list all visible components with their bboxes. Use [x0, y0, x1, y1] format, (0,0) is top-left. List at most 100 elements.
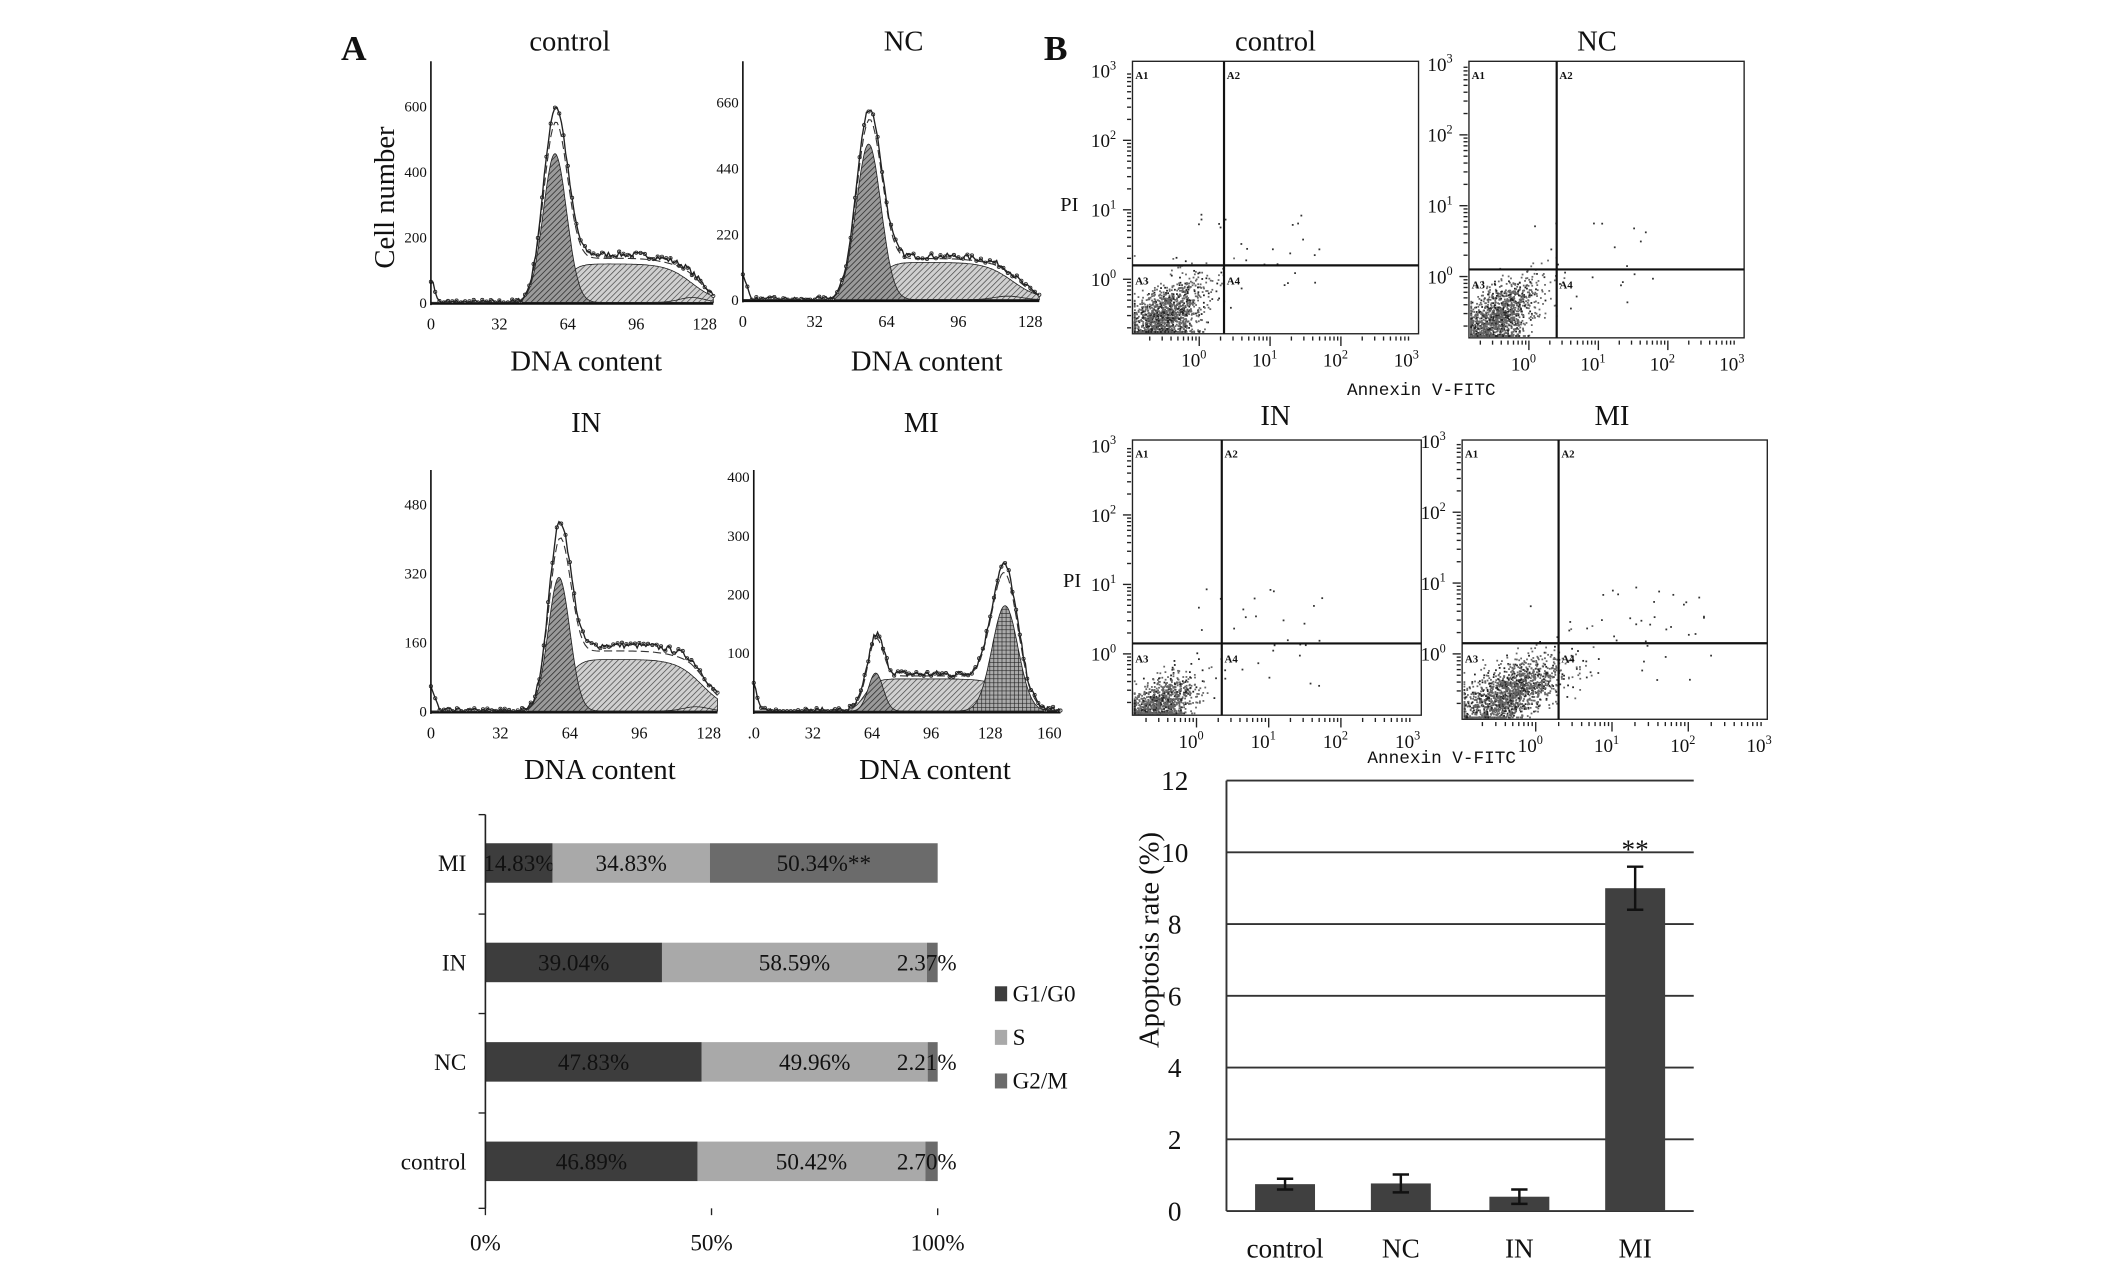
event-dot [1198, 606, 1200, 609]
event-dot [1162, 311, 1164, 314]
y-tick-label: 100 [1091, 642, 1116, 666]
event-dot [1536, 295, 1538, 297]
event-dot [1485, 699, 1488, 702]
event-dot [1133, 705, 1136, 708]
event-dot [1157, 702, 1160, 705]
event-dot [1163, 710, 1165, 713]
event-dot [1481, 306, 1484, 308]
event-dot [1512, 292, 1515, 294]
event-dot [1508, 296, 1511, 299]
event-dot [1470, 317, 1473, 320]
event-dot [1158, 319, 1160, 321]
event-dot [1156, 672, 1159, 674]
event-dot [1184, 290, 1187, 293]
event-dot [1287, 282, 1289, 284]
event-dot [1500, 330, 1503, 333]
event-dot [1152, 700, 1155, 703]
event-dot [1272, 649, 1275, 652]
event-dot [1495, 317, 1498, 320]
event-dot [1541, 274, 1544, 277]
event-dot [1639, 240, 1642, 243]
event-dot [1474, 324, 1477, 326]
event-dot [1294, 272, 1296, 275]
event-dot [1141, 694, 1143, 697]
event-dot [1185, 684, 1188, 687]
event-dot [1145, 321, 1147, 324]
event-dot [1180, 316, 1182, 319]
event-dot [1154, 324, 1156, 327]
event-dot [1163, 323, 1166, 326]
event-dot [1504, 329, 1507, 332]
event-dot [1210, 666, 1213, 669]
event-dot [1501, 319, 1503, 321]
event-dot [1478, 310, 1480, 313]
event-dot [1531, 284, 1534, 287]
event-dot [1193, 289, 1196, 291]
event-dot [1524, 323, 1526, 326]
event-dot [1188, 282, 1191, 285]
event-dot [1187, 288, 1190, 291]
bar-segment-g1-g0 [485, 1141, 698, 1182]
event-dot [1168, 290, 1171, 292]
event-dot [1477, 328, 1479, 330]
event-dot [1152, 705, 1155, 708]
event-dot [1521, 296, 1524, 298]
event-dot [1203, 311, 1206, 313]
event-dot [1183, 286, 1186, 289]
event-dot [1508, 319, 1510, 322]
event-dot [1481, 314, 1484, 317]
event-dot [1169, 301, 1172, 304]
event-dot [1183, 712, 1185, 715]
event-dot [1478, 320, 1481, 323]
event-dot [1159, 311, 1162, 314]
event-dot [1155, 695, 1158, 698]
event-dot [1491, 294, 1493, 297]
event-dot [1522, 316, 1525, 319]
event-dot [1184, 701, 1187, 704]
event-dot [1141, 306, 1143, 309]
event-dot [1197, 292, 1200, 295]
event-dot [1159, 296, 1161, 299]
event-dot [1169, 708, 1171, 711]
event-dot [1486, 690, 1489, 693]
event-dot [1141, 709, 1144, 711]
event-dot [1201, 278, 1204, 280]
event-dot [1527, 312, 1530, 315]
event-dot [1156, 692, 1159, 694]
event-dot [1148, 293, 1150, 295]
event-dot [1174, 319, 1177, 322]
event-dot [1500, 291, 1503, 293]
event-dot [1168, 309, 1171, 312]
event-dot [1182, 316, 1185, 319]
event-dot [1187, 304, 1189, 307]
event-dot [1498, 298, 1501, 301]
event-dot [1152, 326, 1155, 329]
event-dot [1524, 286, 1527, 289]
event-dot [1198, 271, 1201, 274]
event-dot [1286, 639, 1289, 642]
event-dot [1172, 675, 1175, 678]
quadrant-label: A1 [1135, 70, 1148, 82]
event-dot [1183, 306, 1186, 309]
event-dot [1197, 693, 1200, 695]
event-dot [1549, 281, 1552, 284]
event-dot [1493, 328, 1496, 330]
event-dot [1198, 295, 1201, 297]
event-dot [1185, 289, 1188, 291]
hist-xlabel-nc: DNA content [851, 347, 1003, 378]
event-dot [1470, 329, 1473, 332]
event-dot [1483, 335, 1486, 337]
event-dot [1189, 692, 1192, 695]
event-dot [1160, 685, 1163, 688]
event-dot [1526, 270, 1529, 273]
event-dot [1490, 333, 1493, 336]
y-tick-label: 103 [1091, 58, 1116, 82]
event-dot [1141, 307, 1144, 310]
event-dot [1199, 318, 1202, 321]
event-dot [1485, 334, 1488, 337]
event-dot [1505, 325, 1508, 328]
event-dot [1184, 260, 1187, 263]
x-tick-label: 128 [1018, 312, 1043, 331]
event-dot [1159, 290, 1161, 293]
flow-ylabel-bottom: PI [1063, 570, 1081, 592]
